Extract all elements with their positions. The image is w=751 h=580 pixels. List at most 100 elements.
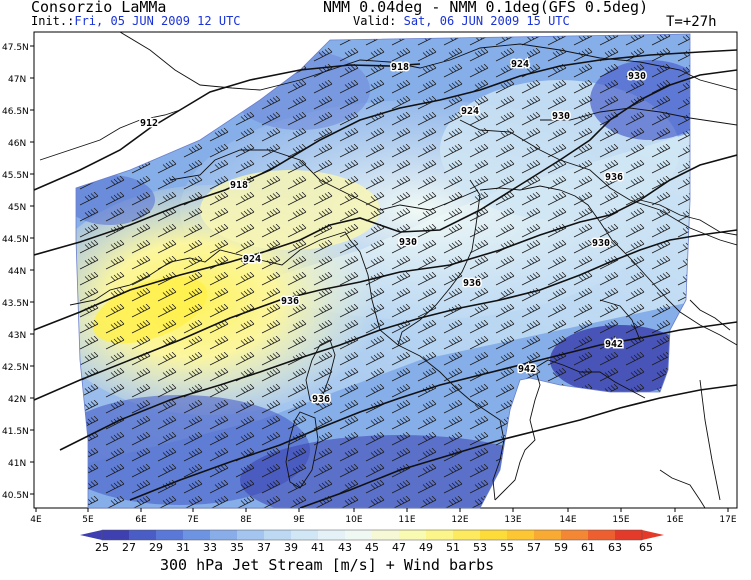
colorbar-swatch [183,530,210,540]
contour-label: 930 [552,111,570,122]
lat-label: 42.5N [2,363,29,373]
colorbar-arrow-right [642,530,664,540]
lon-label: 9E [293,515,305,525]
lon-ticks [35,508,729,512]
lon-label: 11E [398,515,415,525]
lon-label: 13E [504,515,521,525]
contour-label: 930 [592,238,610,249]
contour-label: 936 [605,172,623,183]
contour-label: 930 [628,71,646,82]
colorbar-label: 39 [284,541,298,554]
model-title: NMM 0.04deg - NMM 0.1deg(GFS 0.5deg) [323,0,649,16]
lat-label: 44N [8,267,26,277]
colorbar-swatch [561,530,588,540]
valid-value: Sat, 06 JUN 2009 15 UTC [403,14,570,28]
lon-label: 16E [666,515,683,525]
init-value: Fri, 05 JUN 2009 12 UTC [74,14,241,28]
colorbar-label: 45 [365,541,379,554]
lat-label: 40.5N [2,491,29,501]
colorbar-swatch [210,530,237,540]
lon-label: 6E [135,515,147,525]
lat-label: 46.5N [2,107,29,117]
colorbar-swatch [615,530,642,540]
colorbar-swatch [534,530,561,540]
lon-label: 15E [612,515,629,525]
colorbar-labels: 25 27 29 31 33 35 37 39 41 43 45 47 49 5… [95,541,653,554]
colorbar-swatch [480,530,507,540]
lat-label: 45.5N [2,171,29,181]
lon-label: 5E [82,515,94,525]
colorbar-label: 51 [446,541,460,554]
contour-label: 918 [391,62,409,73]
lon-label: 14E [559,515,576,525]
colorbar [80,529,664,541]
colorbar-label: 59 [554,541,568,554]
contour-label: 912 [140,118,158,129]
lat-label: 43.5N [2,299,29,309]
contour-label: 942 [518,364,536,375]
colorbar-swatch [588,530,615,540]
colorbar-caption: 300 hPa Jet Stream [m/s] + Wind barbs [160,556,495,574]
lat-label: 42N [8,395,26,405]
colorbar-swatch [372,530,399,540]
colorbar-label: 37 [257,541,271,554]
lat-label: 47N [8,75,26,85]
contour-labels: 918 924 930 912 918 924 930 924 930 936 … [138,58,647,407]
lon-label: 7E [187,515,199,525]
colorbar-label: 61 [581,541,595,554]
colorbar-swatch [345,530,372,540]
contour-label: 942 [605,339,623,350]
lat-label: 47.5N [2,43,29,53]
colorbar-swatch [129,530,156,540]
colorbar-label: 25 [95,541,109,554]
colorbar-label: 55 [500,541,514,554]
colorbar-swatch [291,530,318,540]
valid-prefix: Valid: [353,14,397,28]
colorbar-label: 49 [419,541,433,554]
lon-label: 17E [719,515,736,525]
lon-label: 4E [30,515,42,525]
colorbar-swatch [453,530,480,540]
colorbar-outline [101,529,643,541]
colorbar-swatch [507,530,534,540]
lon-label: 12E [451,515,468,525]
lon-label: 10E [345,515,362,525]
longitude-axis: 4E 5E 6E 7E 8E 9E 10E 11E 12E 13E 14E 15… [30,515,737,525]
colorbar-arrow-left [80,530,102,540]
lat-label: 46N [8,139,26,149]
colorbar-swatch [318,530,345,540]
colorbar-label: 33 [203,541,217,554]
lat-label: 44.5N [2,235,29,245]
colorbar-label: 43 [338,541,352,554]
colorbar-label: 41 [311,541,325,554]
latitude-axis: 47.5N 47N 46.5N 46N 45.5N 45N 44.5N 44N … [2,43,29,501]
lat-label: 41.5N [2,427,29,437]
contour-label: 924 [461,106,479,117]
organization-title: Consorzio LaMMa [31,0,167,16]
geopotential-contours [34,49,737,508]
valid-time: Valid: Sat, 06 JUN 2009 15 UTC [353,14,570,28]
contour-label: 924 [243,254,261,265]
lon-label: 8E [240,515,252,525]
contour-label: 936 [312,394,330,405]
colorbar-label: 29 [149,541,163,554]
colorbar-label: 53 [473,541,487,554]
coastlines [39,32,737,508]
forecast-step: T=+27h [666,14,717,30]
contour-label: 930 [399,237,417,248]
init-prefix: Init.: [31,14,75,28]
colorbar-label: 35 [230,541,244,554]
colorbar-swatch [156,530,183,540]
colorbar-label: 65 [639,541,653,554]
colorbar-swatch [264,530,291,540]
colorbar-swatch [237,530,264,540]
colorbar-swatch [399,530,426,540]
lat-label: 43N [8,331,26,341]
colorbar-swatch [102,530,129,540]
colorbar-label: 57 [527,541,541,554]
init-time: Init.:Fri, 05 JUN 2009 12 UTC [31,14,241,28]
contour-label: 936 [463,278,481,289]
contour-label: 918 [230,180,248,191]
colorbar-label: 31 [176,541,190,554]
